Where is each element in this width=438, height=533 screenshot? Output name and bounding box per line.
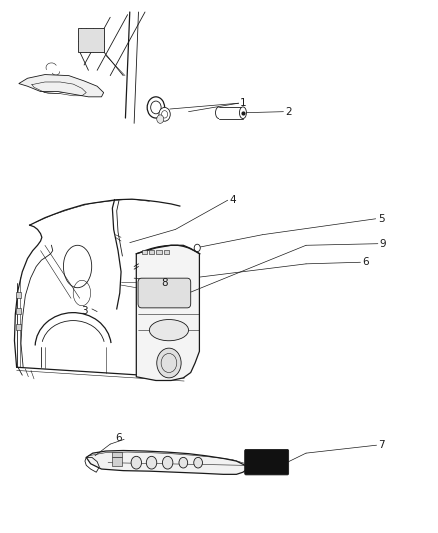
- Bar: [113, 452, 122, 457]
- Bar: [16, 292, 21, 298]
- Bar: [78, 28, 104, 52]
- Text: 5: 5: [378, 214, 385, 224]
- Circle shape: [146, 456, 157, 469]
- Text: 9: 9: [379, 239, 386, 249]
- Bar: [16, 324, 21, 330]
- Ellipse shape: [149, 319, 188, 341]
- Text: 8: 8: [162, 278, 168, 288]
- Text: 3: 3: [81, 306, 88, 316]
- Circle shape: [159, 108, 170, 121]
- Text: 6: 6: [116, 433, 122, 443]
- Circle shape: [194, 457, 202, 468]
- Bar: [16, 308, 21, 314]
- Text: 4: 4: [229, 195, 236, 205]
- Bar: [156, 249, 162, 254]
- Circle shape: [162, 456, 173, 469]
- Text: 2: 2: [285, 107, 292, 117]
- Polygon shape: [19, 75, 104, 97]
- Circle shape: [179, 457, 187, 468]
- Circle shape: [194, 244, 200, 252]
- Circle shape: [131, 456, 141, 469]
- Polygon shape: [86, 450, 247, 474]
- Text: 1: 1: [240, 98, 247, 108]
- Circle shape: [157, 115, 164, 123]
- Circle shape: [157, 348, 181, 378]
- Ellipse shape: [240, 107, 247, 118]
- Bar: [113, 457, 122, 466]
- Polygon shape: [136, 245, 199, 381]
- FancyBboxPatch shape: [138, 278, 191, 308]
- FancyBboxPatch shape: [245, 449, 289, 475]
- Bar: [149, 249, 154, 254]
- Bar: [164, 249, 170, 254]
- Circle shape: [147, 97, 165, 118]
- Text: 6: 6: [362, 257, 368, 267]
- Text: 7: 7: [378, 440, 385, 450]
- Bar: [141, 249, 147, 254]
